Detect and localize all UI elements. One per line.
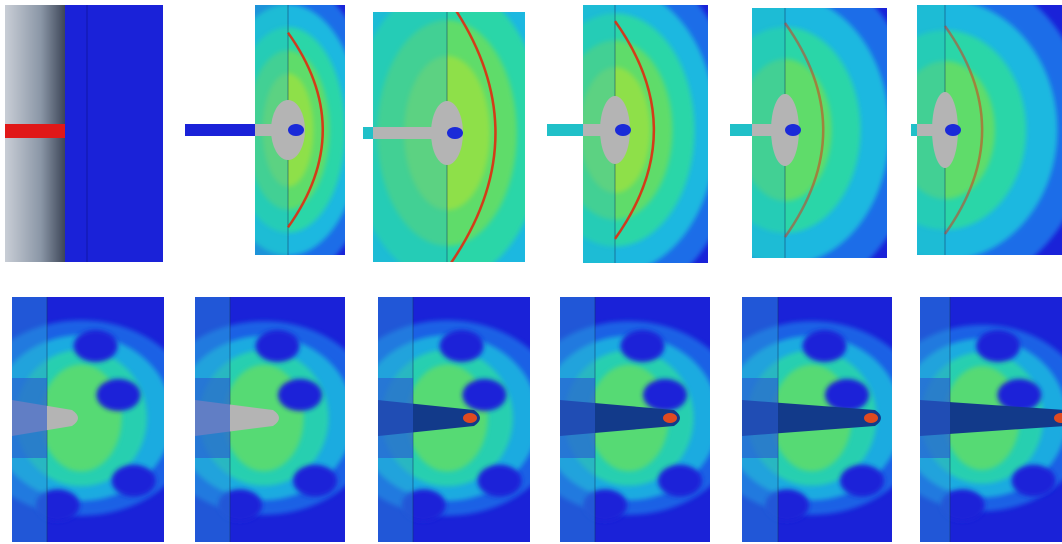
projectile-tip: [583, 124, 615, 136]
plate: [65, 5, 163, 262]
blue-patch: [976, 330, 1020, 362]
blue-patch: [278, 379, 322, 411]
panel-initial: [5, 5, 163, 262]
blue-patch: [112, 465, 156, 497]
blue-patch: [293, 465, 337, 497]
core: [785, 124, 801, 136]
fragment-band: [560, 378, 595, 458]
projectile-tip: [255, 124, 288, 136]
blue-patch: [462, 379, 506, 411]
stress-field: [199, 0, 377, 279]
core: [447, 127, 463, 139]
blue-patch: [1012, 465, 1056, 497]
simulation-frame: [873, 297, 1062, 542]
core: [945, 124, 961, 136]
blue-patch: [643, 379, 687, 411]
blue-patch: [658, 465, 702, 497]
blue-patch: [825, 379, 869, 411]
blue-patch: [74, 330, 118, 362]
fragment-band: [920, 378, 950, 458]
hot-spot: [463, 413, 477, 423]
simulation-frame: [514, 297, 744, 542]
simulation-frame: [331, 297, 564, 542]
projectile-rod: [730, 124, 752, 136]
simulation-frame: [185, 0, 377, 279]
hot-spot: [663, 413, 677, 423]
figure: [0, 0, 1062, 544]
core: [615, 124, 631, 136]
simulation-frame: [0, 297, 197, 542]
projectile-tip: [917, 124, 945, 136]
projectile: [5, 124, 65, 138]
projectile-rod: [185, 124, 255, 136]
blue-patch: [478, 465, 522, 497]
core: [288, 124, 304, 136]
fragment-band: [195, 378, 230, 458]
projectile-tip: [752, 124, 785, 136]
blue-patch: [256, 330, 300, 362]
projectile-tip: [373, 127, 447, 139]
blue-patch: [803, 330, 847, 362]
simulation-frame: [149, 297, 379, 542]
simulation-frame: [491, 0, 739, 300]
blue-patch: [440, 330, 484, 362]
simulation-frame: [697, 297, 927, 542]
fragment-band: [742, 378, 778, 458]
hot-spot: [864, 413, 878, 423]
fragment-band: [378, 378, 413, 458]
projectile-rod: [363, 127, 373, 139]
projectile-rod: [911, 124, 917, 136]
blue-patch: [96, 379, 140, 411]
fragment-band: [12, 378, 47, 458]
projectile-rod: [547, 124, 583, 136]
blue-patch: [840, 465, 884, 497]
blue-patch: [621, 330, 665, 362]
stress-field: [697, 297, 927, 542]
stress-field: [0, 297, 197, 542]
